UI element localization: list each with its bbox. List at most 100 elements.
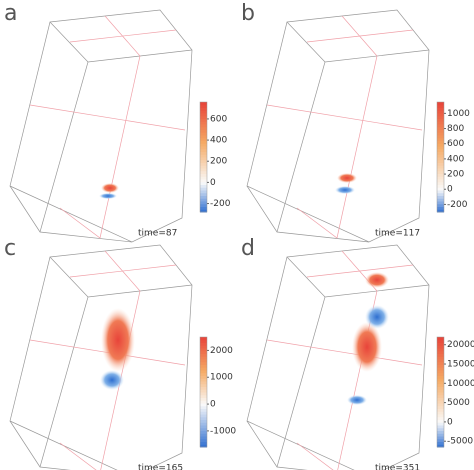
colorbar-cell [200,190,207,194]
colorbar-cell [200,397,207,401]
colorbar-frame [436,101,445,213]
colorbar-cell [200,427,207,431]
panel-label: a [4,1,17,26]
colorbar-cell [437,427,444,431]
colorbar-cell [437,367,444,371]
field-blob [101,308,135,372]
colorbar-cell [200,159,207,163]
colorbar-cell [437,345,444,349]
colorbar-frame [436,336,445,448]
colorbar-cell [200,151,207,155]
colorbar-cell [437,203,444,207]
colorbar-cell [437,201,444,205]
colorbar-tick-label: 1000 [210,373,233,383]
colorbar-cell [200,118,207,122]
colorbar-tick-label: 10000 [447,379,474,389]
colorbar-cell [200,165,207,169]
colorbar-cell [200,345,207,349]
colorbar-tick-label: 800 [447,124,464,134]
colorbar-cell [437,143,444,147]
colorbar-cell [437,438,444,442]
colorbar-cell [437,168,444,172]
colorbar-cell [200,411,207,415]
colorbar-tick-label: 20000 [447,340,474,350]
colorbar-cell [200,173,207,177]
colorbar-cell [200,168,207,172]
pink-plane [59,15,141,239]
colorbar-cell [200,416,207,420]
colorbar-cell [437,179,444,183]
colorbar-cell [437,107,444,111]
colorbar-cell [437,206,444,210]
pink-line [306,264,414,278]
colorbar-cell [437,198,444,202]
colorbar-cell [200,372,207,376]
colorbar-tick-label: 0 [210,178,216,188]
colorbar-cell [200,203,207,207]
colorbar-cell [437,140,444,144]
colorbar-cell [437,113,444,117]
colorbar-cell [437,151,444,155]
box-edge [9,420,71,470]
colorbar-cell [200,375,207,379]
pink-line [69,264,177,278]
colorbar-cell [200,113,207,117]
colorbar-tick-label: 400 [210,136,227,146]
colorbar-cell [200,201,207,205]
colorbar-cell [437,187,444,191]
colorbar-cell [437,386,444,390]
colorbar-tick-label: 1000 [447,109,470,119]
colorbar-cell [437,416,444,420]
colorbar-cell [437,173,444,177]
colorbar-tick-label: 2000 [210,346,233,356]
field-blob [337,173,357,183]
colorbar-cell [437,118,444,122]
colorbar-cell [437,184,444,188]
colorbar-cell [437,378,444,382]
colorbar-cell [437,441,444,445]
colorbar-cell [200,400,207,404]
colorbar-cell [437,126,444,130]
colorbar-cell [200,367,207,371]
colorbar-cell [200,337,207,341]
colorbar-tick-label: -200 [210,199,231,209]
colorbar-cell [200,124,207,128]
colorbar-cell [437,157,444,161]
colorbar-cell [200,353,207,357]
box-edge [9,185,133,243]
colorbar-cell [437,350,444,354]
colorbar-cell [200,140,207,144]
colorbar-cell [437,389,444,393]
box-edge [246,185,370,243]
colorbar-frame [199,101,208,213]
time-label: time=165 [138,464,183,470]
colorbar-cell [437,375,444,379]
colorbar-cell [437,132,444,136]
colorbar-cell [437,181,444,185]
colorbar-cell [200,148,207,152]
colorbar-cell [437,414,444,418]
pink-line [306,29,414,43]
colorbar-cell [437,348,444,352]
colorbar-tick-label: 0 [447,417,453,427]
colorbar-cell [200,381,207,385]
panel: c time=165 2000 1000 0 -1000 [4,236,236,470]
colorbar-cell [200,422,207,426]
colorbar-cell [437,425,444,429]
colorbar-cell [200,444,207,448]
colorbar-cell [200,121,207,125]
box-outline [246,9,430,243]
colorbar-cell [200,359,207,363]
colorbar-cell [200,386,207,390]
colorbar-cell [437,115,444,119]
panel-label: d [241,236,255,261]
colorbar-cell [200,157,207,161]
colorbar-cell [437,430,444,434]
colorbar-cell [437,422,444,426]
colorbar-cell [437,192,444,196]
colorbar-cell [437,170,444,174]
colorbar-cell [200,198,207,202]
colorbar-cell [437,110,444,114]
time-label: time=117 [375,229,420,239]
colorbar-tick-label: -200 [447,200,468,210]
